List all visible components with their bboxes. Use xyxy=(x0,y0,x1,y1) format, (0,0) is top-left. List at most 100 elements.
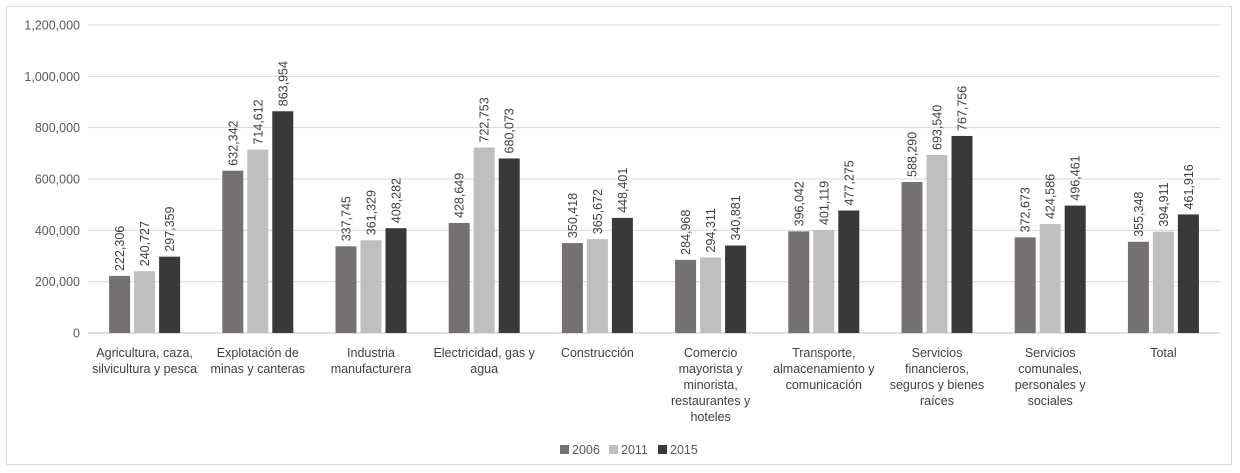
category-label: Servicios comunales, personales y sociales xyxy=(1015,346,1087,408)
data-label: 355,348 xyxy=(1132,192,1146,237)
data-label: 396,042 xyxy=(792,181,806,226)
category-label-line: agua xyxy=(470,362,498,376)
bar-2006 xyxy=(335,246,357,333)
category-label-line: financieros, xyxy=(905,362,969,376)
legend-swatch xyxy=(560,445,569,454)
bar-2006 xyxy=(222,170,244,333)
bars xyxy=(109,111,1199,334)
bar-2015 xyxy=(951,135,973,333)
bar-2015 xyxy=(1177,214,1199,333)
bar-2006 xyxy=(1014,237,1036,333)
data-label: 394,911 xyxy=(1157,182,1171,226)
bar-2006 xyxy=(109,275,131,333)
x-axis: Agricultura, caza, silvicultura y pesca Ex… xyxy=(92,346,1176,424)
y-tick-label: 0 xyxy=(73,327,80,341)
data-label: 240,727 xyxy=(138,221,152,266)
category-label-line: almacenamiento y xyxy=(773,362,875,376)
legend-label: 2006 xyxy=(572,443,600,457)
data-label: 294,311 xyxy=(704,208,718,252)
data-label: 408,282 xyxy=(390,178,404,223)
data-label: 401,119 xyxy=(817,181,831,225)
data-label: 767,756 xyxy=(956,86,970,131)
category-label-line: Construcción xyxy=(561,346,634,360)
category-label: Comercio mayorista y minorista, restaurante… xyxy=(671,346,751,424)
bar-2011 xyxy=(1039,224,1061,333)
legend-swatch xyxy=(658,445,667,454)
bar-2011 xyxy=(586,239,608,333)
category-label: Industria manufacturera xyxy=(331,346,412,376)
legend-swatch xyxy=(609,445,618,454)
data-label: 680,073 xyxy=(503,108,517,153)
category-label: Explotación de minas y canteras xyxy=(211,346,305,376)
bar-2015 xyxy=(385,228,407,333)
category-label-line: silvicultura y pesca xyxy=(92,362,197,376)
category-label: Electricidad, gas y agua xyxy=(433,346,535,376)
bar-2006 xyxy=(561,243,583,333)
bar-2011 xyxy=(247,149,269,333)
data-labels: 222,306 632,342 337,745 428,649 350,418 284,9… xyxy=(113,61,1196,271)
data-label: 372,673 xyxy=(1019,187,1033,232)
data-label: 588,290 xyxy=(906,132,920,177)
bar-2011 xyxy=(473,147,495,333)
category-label-line: sociales xyxy=(1028,394,1073,408)
category-label-line: restaurantes y xyxy=(671,394,751,408)
bar-2015 xyxy=(272,111,294,334)
y-tick-label: 200,000 xyxy=(35,275,80,289)
bar-2015 xyxy=(1064,205,1086,333)
legend: 2006 2011 2015 xyxy=(560,443,698,457)
bar-2006 xyxy=(788,231,810,333)
data-label: 361,329 xyxy=(365,190,379,235)
category-label-line: personales y xyxy=(1015,378,1087,392)
category-label-line: comunales, xyxy=(1018,362,1082,376)
y-tick-label: 400,000 xyxy=(35,224,80,238)
category-label-line: mayorista y xyxy=(679,362,744,376)
bar-2015 xyxy=(611,217,633,333)
y-tick-label: 600,000 xyxy=(35,173,80,187)
category-label-line: Total xyxy=(1150,346,1176,360)
bar-2011 xyxy=(813,230,835,333)
category-label-line: Agricultura, caza, xyxy=(96,346,193,360)
data-label: 337,745 xyxy=(340,196,354,241)
y-tick-label: 800,000 xyxy=(35,121,80,135)
data-label: 428,649 xyxy=(453,173,467,218)
data-label: 284,968 xyxy=(679,210,693,255)
legend-label: 2011 xyxy=(621,443,648,457)
bar-2006 xyxy=(1127,241,1149,333)
data-label: 461,916 xyxy=(1182,164,1196,209)
y-tick-label: 1,000,000 xyxy=(24,70,80,84)
category-label-line: Transporte, xyxy=(792,346,855,360)
data-label: 424,586 xyxy=(1044,174,1058,219)
legend-label: 2015 xyxy=(670,443,698,457)
bar-2011 xyxy=(700,257,722,333)
category-label-line: Servicios xyxy=(1025,346,1076,360)
bar-2011 xyxy=(1152,231,1174,333)
bar-2011 xyxy=(926,154,948,333)
data-label: 297,359 xyxy=(163,206,177,251)
data-label: 365,672 xyxy=(591,189,605,234)
bar-2011 xyxy=(134,271,156,333)
bar-2006 xyxy=(675,259,697,333)
bar-2015 xyxy=(159,256,181,333)
bar-2006 xyxy=(901,182,923,333)
category-label-line: hoteles xyxy=(690,410,730,424)
data-label: 863,954 xyxy=(276,61,290,106)
bar-2011 xyxy=(360,240,382,333)
category-label-line: minorista, xyxy=(684,378,738,392)
category-label: Total xyxy=(1150,346,1176,360)
category-label: Servicios financieros, seguros y bienes raí… xyxy=(890,346,985,408)
category-label-line: minas y canteras xyxy=(211,362,305,376)
category-label: Construcción xyxy=(561,346,634,360)
category-label: Agricultura, caza, silvicultura y pesca xyxy=(92,346,197,376)
y-axis: 0 200,000 400,000 600,000 800,000 1,000,000 1,… xyxy=(24,19,80,341)
category-label-line: Servicios xyxy=(912,346,963,360)
category-label-line: comunicación xyxy=(786,378,862,392)
category-label: Transporte, almacenamiento y comunicación xyxy=(773,346,875,392)
bar-2015 xyxy=(498,158,520,333)
category-label-line: raíces xyxy=(920,394,954,408)
data-label: 350,418 xyxy=(566,193,580,238)
category-label-line: Industria xyxy=(347,346,395,360)
y-tick-label: 1,200,000 xyxy=(24,19,80,33)
data-label: 722,753 xyxy=(478,97,492,142)
bar-2015 xyxy=(838,210,860,333)
